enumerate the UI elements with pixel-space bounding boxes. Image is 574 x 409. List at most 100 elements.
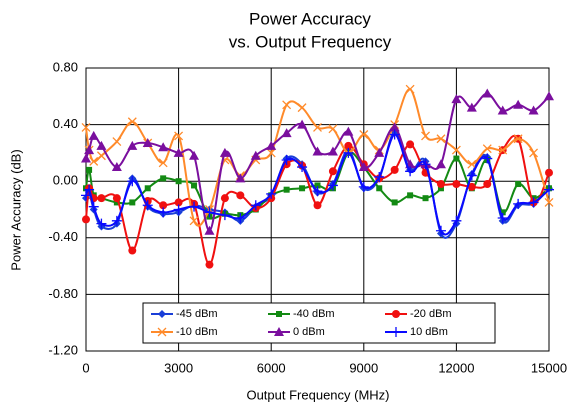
marker <box>81 190 91 201</box>
marker <box>189 201 200 212</box>
marker <box>327 180 338 191</box>
marker <box>407 192 414 199</box>
marker <box>220 194 229 203</box>
marker <box>88 201 99 212</box>
marker <box>544 91 554 101</box>
y-tick-label: 0.40 <box>53 116 78 131</box>
marker <box>312 186 323 197</box>
marker <box>451 94 462 104</box>
marker <box>129 199 136 206</box>
marker <box>282 100 292 110</box>
marker <box>158 207 169 218</box>
marker <box>435 159 446 169</box>
marker <box>96 218 107 229</box>
y-tick-label: 0.00 <box>53 173 78 188</box>
marker <box>498 145 508 155</box>
marker <box>111 215 122 226</box>
marker <box>84 145 95 155</box>
x-axis-label: Output Frequency (MHz) <box>246 387 389 402</box>
x-tick-label: 6000 <box>257 360 286 375</box>
marker <box>205 260 214 269</box>
marker <box>283 186 290 193</box>
marker <box>189 150 200 160</box>
marker <box>392 310 400 318</box>
marker <box>497 105 508 115</box>
marker <box>158 158 168 168</box>
chart-subtitle: vs. Output Frequency <box>229 32 392 51</box>
marker <box>173 204 184 215</box>
marker <box>235 173 246 183</box>
marker <box>513 198 524 209</box>
marker <box>499 209 506 216</box>
marker <box>204 207 215 218</box>
marker <box>81 122 91 132</box>
marker <box>89 156 99 166</box>
marker <box>358 181 369 192</box>
marker <box>497 212 508 223</box>
marker <box>250 200 261 211</box>
marker <box>327 146 338 156</box>
marker <box>482 88 493 98</box>
x-tick-label: 15000 <box>531 360 567 375</box>
legend-box <box>142 302 496 344</box>
marker <box>389 122 400 132</box>
marker <box>96 151 106 161</box>
marker <box>236 191 245 200</box>
marker <box>266 188 277 199</box>
marker <box>204 225 215 235</box>
marker <box>422 195 429 202</box>
marker <box>219 147 230 157</box>
marker <box>266 148 276 158</box>
legend-label: -45 dBm <box>176 308 218 320</box>
marker <box>343 126 354 136</box>
marker <box>344 141 353 150</box>
marker <box>358 162 369 172</box>
marker <box>276 311 282 317</box>
marker <box>328 124 338 134</box>
marker <box>86 166 93 173</box>
marker <box>544 197 554 207</box>
marker <box>437 185 444 192</box>
marker <box>406 140 415 149</box>
marker <box>160 175 167 182</box>
marker <box>391 199 398 206</box>
y-axis-label: Power Accuracy (dB) <box>8 149 23 270</box>
marker <box>274 327 284 336</box>
marker <box>312 146 323 156</box>
marker <box>483 180 492 189</box>
marker <box>466 102 477 112</box>
marker <box>175 178 182 185</box>
marker <box>528 197 539 208</box>
legend-label: 0 dBm <box>293 326 325 338</box>
marker <box>435 225 446 236</box>
marker <box>189 216 199 226</box>
legend-label: -10 dBm <box>176 326 218 338</box>
marker <box>436 134 446 144</box>
legend-label: -20 dBm <box>410 308 452 320</box>
marker <box>82 215 90 224</box>
marker <box>405 84 415 94</box>
marker <box>159 201 168 210</box>
marker <box>191 182 198 189</box>
marker <box>174 131 184 141</box>
marker <box>127 140 138 150</box>
marker <box>299 185 306 192</box>
marker <box>420 159 431 170</box>
x-tick-label: 3000 <box>164 360 193 375</box>
marker <box>314 182 321 189</box>
marker <box>142 137 153 147</box>
marker <box>144 185 151 192</box>
marker <box>374 171 385 182</box>
marker <box>266 140 277 150</box>
marker <box>374 147 385 157</box>
marker <box>84 184 95 195</box>
marker <box>127 117 137 127</box>
marker <box>451 145 461 155</box>
marker <box>376 185 383 192</box>
marker <box>391 327 401 337</box>
marker <box>157 327 167 337</box>
marker <box>528 105 539 115</box>
marker <box>466 170 477 181</box>
marker <box>313 122 322 132</box>
